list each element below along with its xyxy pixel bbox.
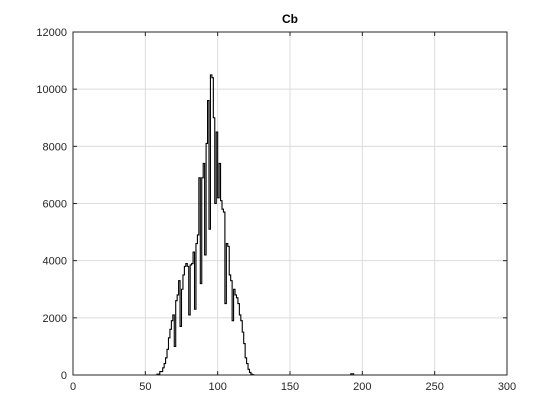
- x-tick-label: 0: [70, 381, 76, 393]
- histogram-line: [73, 74, 507, 376]
- x-tick-label: 100: [208, 381, 226, 393]
- data-series: [73, 74, 507, 376]
- y-tick-label: 12000: [36, 27, 67, 39]
- x-tick-label: 200: [353, 381, 371, 393]
- x-tick-label: 300: [498, 381, 516, 393]
- y-tick-label: 6000: [43, 199, 67, 211]
- y-tick-label: 8000: [43, 141, 67, 153]
- y-tick-label: 10000: [36, 84, 67, 96]
- x-tick-label: 250: [425, 381, 443, 393]
- axis-ticks: 0 50 100 150 200 250 300 0 2000 4000 6000 8000 10000…: [36, 27, 516, 393]
- x-tick-label: 50: [139, 381, 151, 393]
- chart-title: Cb: [282, 12, 298, 26]
- y-tick-label: 2000: [43, 313, 67, 325]
- x-tick-label: 150: [281, 381, 299, 393]
- y-tick-label: 4000: [43, 256, 67, 268]
- y-tick-label: 0: [61, 370, 67, 382]
- plot-frame: [72, 31, 508, 376]
- grid: [73, 32, 507, 375]
